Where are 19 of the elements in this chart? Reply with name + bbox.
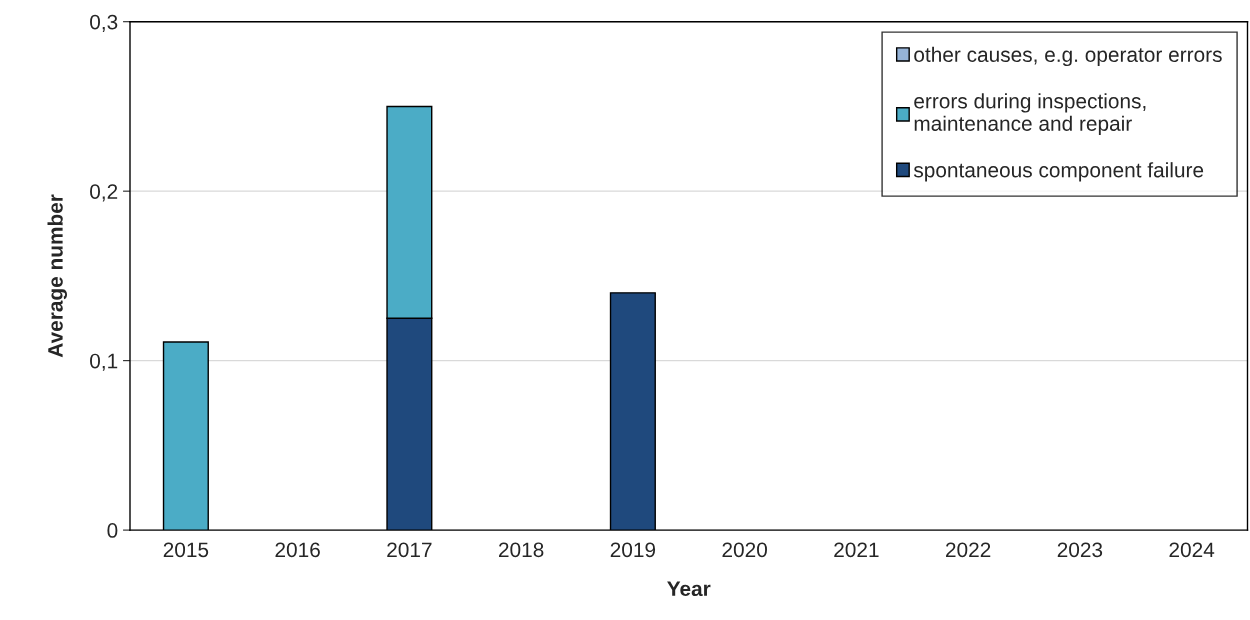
- x-tick-label: 2018: [499, 542, 544, 558]
- y-tick-label: 0,3: [90, 14, 118, 32]
- x-tick-label: 2022: [946, 542, 991, 558]
- y-tick-label: 0: [107, 523, 118, 538]
- x-axis-title: Year: [667, 581, 711, 597]
- y-axis-title: Average number: [47, 194, 68, 358]
- x-tick-label: 2024: [1169, 542, 1215, 558]
- x-tick-label: 2021: [834, 542, 879, 558]
- legend-label: other causes, e.g. operator errors: [914, 46, 1222, 67]
- x-tick-label: 2017: [387, 542, 432, 558]
- x-tick-label: 2023: [1057, 542, 1103, 558]
- x-tick-label: 2020: [722, 542, 767, 558]
- y-tick-label: 0,2: [90, 184, 118, 202]
- x-tick-label: 2019: [610, 542, 656, 558]
- x-tick-label: 2016: [275, 542, 320, 558]
- legend-label: spontaneous component failure: [913, 162, 1204, 182]
- legend-label: errors during inspections, maintenance and repair: [914, 93, 1146, 136]
- y-tick-label: 0,1: [90, 353, 118, 371]
- x-tick-label: 2015: [163, 542, 209, 558]
